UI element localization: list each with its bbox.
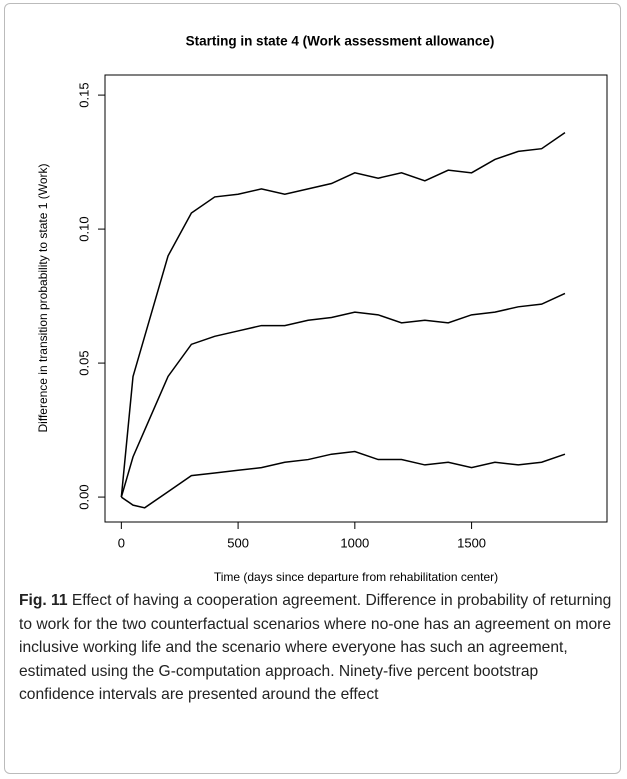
y-tick-label: 0.00 [76,484,91,509]
chart-title: Starting in state 4 (Work assessment all… [186,34,495,49]
caption-label: Fig. 11 [19,592,68,609]
y-tick-label: 0.15 [76,82,91,107]
x-axis-label: Time (days since departure from rehabili… [214,570,498,584]
y-tick-label: 0.10 [76,216,91,241]
y-axis-label: Difference in transition probability to … [36,163,50,432]
caption: Fig. 11 Effect of having a cooperation a… [19,589,615,707]
figure-frame [4,3,621,774]
series-line [120,450,566,509]
x-tick-label: 1500 [457,535,486,550]
x-tick-label: 0 [118,535,125,550]
chart: Starting in state 4 (Work assessment all… [36,34,608,584]
plot-frame [104,74,608,523]
x-tick-label: 1000 [340,535,369,550]
series-line [120,131,566,498]
series-line [120,292,566,498]
caption-text: Effect of having a cooperation agreement… [19,592,612,704]
y-tick-label: 0.05 [76,350,91,375]
x-tick-label: 500 [227,535,249,550]
